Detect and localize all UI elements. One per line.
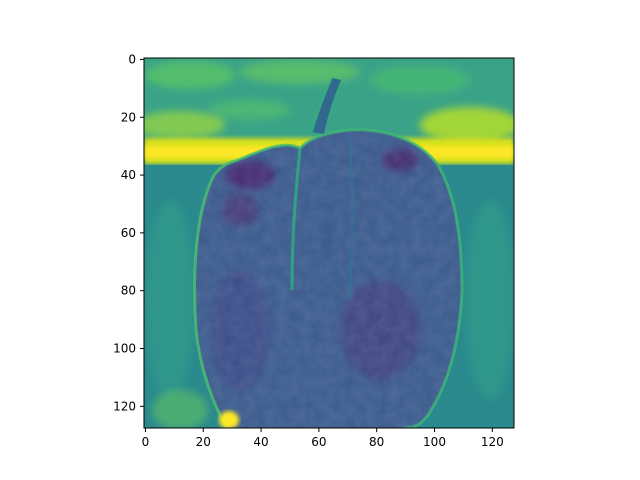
y-tick-label: 0: [128, 52, 136, 66]
y-tick-label: 80: [121, 284, 136, 298]
y-tick-label: 60: [121, 226, 136, 240]
heatmap-image: [144, 58, 514, 428]
axes-frame: [143, 57, 515, 429]
bright-spot: [219, 411, 239, 428]
x-tick-label: 0: [142, 435, 150, 449]
y-tick-label: 40: [121, 168, 136, 182]
x-tick-label: 40: [253, 435, 268, 449]
pepper-stem: [312, 78, 341, 134]
y-tick-label: 120: [113, 399, 136, 413]
y-axis: 0 20 40 60 80 100 120: [113, 52, 144, 413]
x-axis: 0 20 40 60 80 100 120: [142, 428, 504, 449]
pepper-body: [193, 128, 464, 428]
y-tick-label: 20: [121, 110, 136, 124]
x-tick-label: 80: [369, 435, 384, 449]
y-tick-label: 100: [113, 342, 136, 356]
x-tick-label: 120: [481, 435, 504, 449]
x-tick-label: 100: [423, 435, 446, 449]
x-tick-label: 20: [196, 435, 211, 449]
x-tick-label: 60: [311, 435, 326, 449]
